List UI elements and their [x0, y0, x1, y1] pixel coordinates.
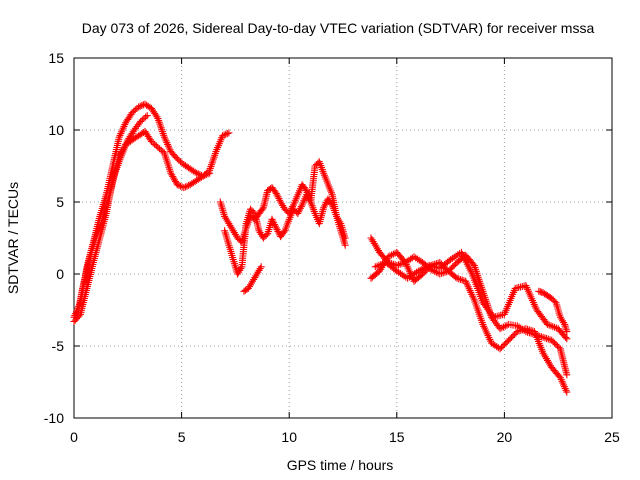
x-tick-label: 0	[70, 429, 78, 445]
series-track-j	[535, 287, 571, 336]
x-axis-label: GPS time / hours	[287, 457, 394, 473]
plot-frame	[73, 57, 613, 419]
y-tick-label: 0	[56, 266, 64, 282]
series-markers	[240, 263, 265, 295]
y-tick-label: 5	[56, 194, 64, 210]
data-series	[70, 100, 571, 396]
x-tick-label: 10	[281, 429, 297, 445]
y-tick-label: 15	[48, 50, 64, 66]
y-axis-label: SDTVAR / TECUs	[5, 182, 21, 294]
series-markers	[74, 112, 151, 314]
x-tick-label: 5	[178, 429, 186, 445]
series-track-e	[221, 158, 349, 278]
chart-title: Day 073 of 2026, Sidereal Day-to-day VTE…	[82, 20, 595, 36]
y-tick-label: -10	[44, 410, 64, 426]
grid	[74, 58, 612, 418]
series-track-f	[240, 263, 265, 295]
x-tick-label: 20	[497, 429, 513, 445]
x-axis-tick-labels: 0 5 10 15 20 25	[70, 429, 620, 445]
series-track-i	[371, 248, 571, 343]
y-tick-label: -5	[52, 338, 65, 354]
axis-ticks	[73, 57, 613, 419]
series-markers	[221, 158, 349, 278]
series-markers	[535, 287, 571, 336]
y-axis-tick-labels: -10 -5 0 5 10 15	[44, 50, 64, 426]
series-markers	[371, 248, 571, 343]
x-tick-label: 15	[389, 429, 405, 445]
x-tick-label: 25	[604, 429, 620, 445]
y-tick-label: 10	[48, 122, 64, 138]
series-track-c	[74, 112, 151, 314]
